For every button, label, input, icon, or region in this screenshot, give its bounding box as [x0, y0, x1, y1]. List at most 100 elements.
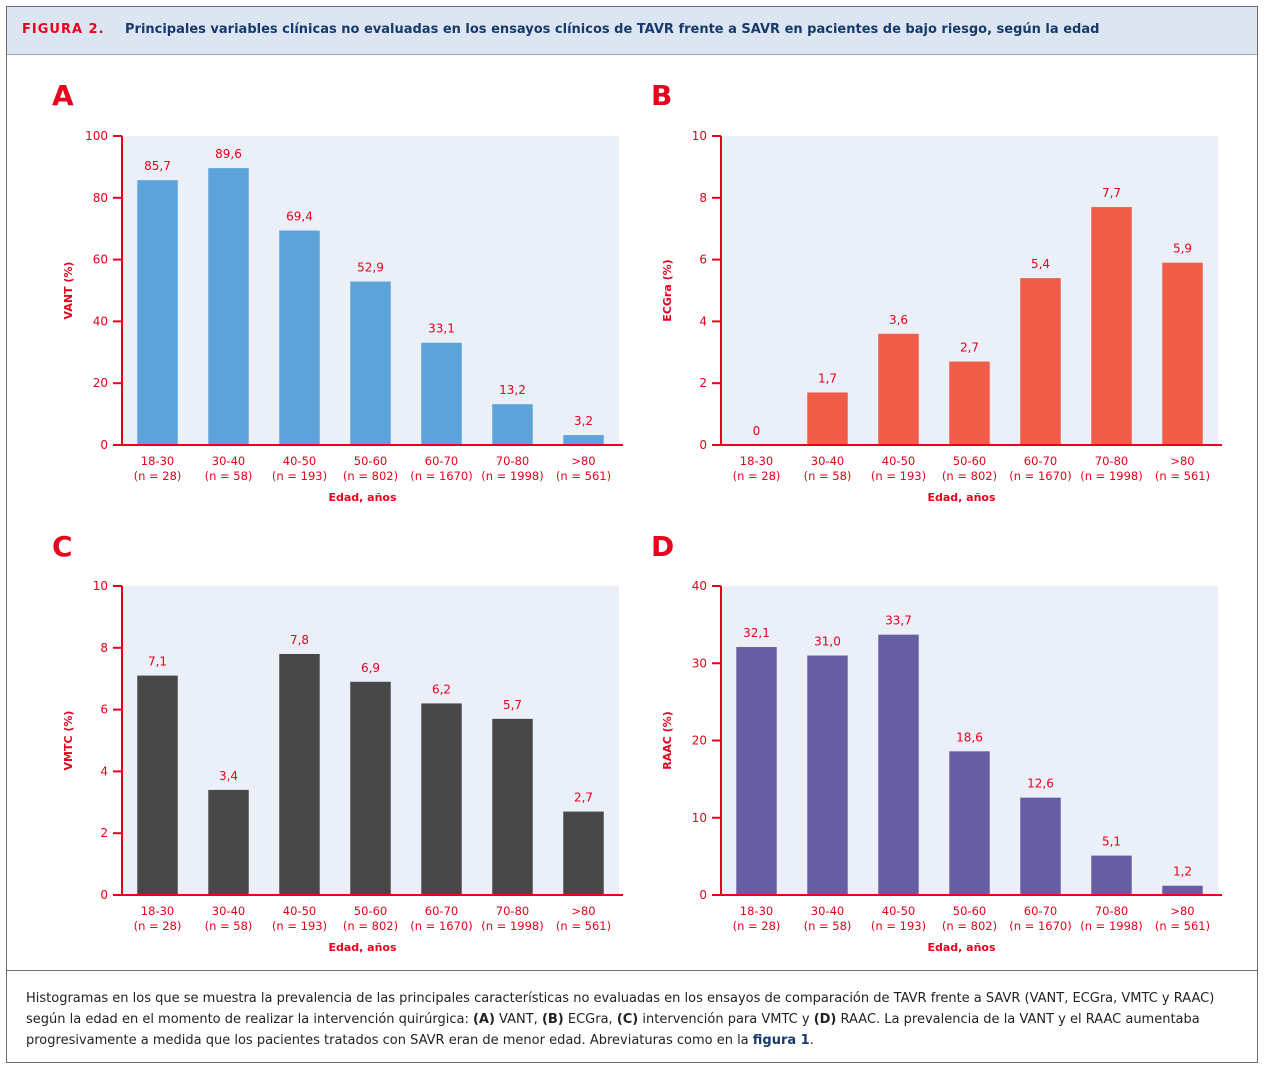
- bar-b-6: [1162, 263, 1202, 445]
- caption-divider: [7, 970, 1257, 971]
- x-axis-title-b: Edad, años: [927, 491, 996, 504]
- category-n-a-5: (n = 1998): [481, 469, 543, 483]
- value-label-d-2: 33,7: [885, 614, 912, 628]
- category-n-a-0: (n = 28): [134, 469, 182, 483]
- category-n-a-6: (n = 561): [556, 469, 611, 483]
- y-tick-label-d-3: 30: [692, 656, 707, 670]
- y-tick-label-b-0: 0: [699, 438, 707, 452]
- bar-c-0: [137, 676, 177, 895]
- category-n-b-2: (n = 193): [871, 469, 926, 483]
- category-label-d-0: 18-30: [740, 904, 773, 918]
- category-n-d-4: (n = 1670): [1009, 919, 1071, 933]
- bar-d-1: [807, 656, 847, 895]
- category-label-a-2: 40-50: [283, 454, 316, 468]
- value-label-d-6: 1,2: [1173, 865, 1192, 879]
- y-tick-label-d-2: 20: [692, 734, 707, 748]
- x-axis-title-c: Edad, años: [328, 941, 397, 954]
- bar-d-0: [736, 647, 776, 895]
- category-n-b-5: (n = 1998): [1080, 469, 1142, 483]
- category-label-a-3: 50-60: [354, 454, 387, 468]
- y-tick-label-c-2: 4: [100, 764, 108, 778]
- value-label-d-3: 18,6: [956, 730, 983, 744]
- category-label-a-6: >80: [571, 454, 595, 468]
- category-label-a-5: 70-80: [496, 454, 529, 468]
- bar-d-4: [1020, 798, 1060, 895]
- value-label-d-4: 12,6: [1027, 777, 1054, 791]
- category-n-a-2: (n = 193): [272, 469, 327, 483]
- category-label-d-1: 30-40: [811, 904, 844, 918]
- bar-d-2: [878, 635, 918, 895]
- caption-label-d: (D): [814, 1012, 837, 1027]
- category-n-c-6: (n = 561): [556, 919, 611, 933]
- y-axis-title-c: VMTC (%): [62, 711, 75, 771]
- value-label-d-1: 31,0: [814, 635, 841, 649]
- value-label-b-5: 7,7: [1102, 186, 1121, 200]
- bar-a-4: [421, 343, 461, 445]
- y-tick-label-a-0: 0: [100, 438, 108, 452]
- charts-canvas: 85,718-30(n = 28)89,630-40(n = 58)69,440…: [7, 7, 1257, 967]
- category-n-d-3: (n = 802): [942, 919, 997, 933]
- category-label-a-4: 60-70: [425, 454, 458, 468]
- category-label-d-6: >80: [1170, 904, 1194, 918]
- y-tick-label-b-4: 8: [699, 191, 707, 205]
- value-label-a-6: 3,2: [574, 414, 593, 428]
- y-tick-label-c-3: 6: [100, 703, 108, 717]
- value-label-a-5: 13,2: [499, 383, 526, 397]
- category-label-c-4: 60-70: [425, 904, 458, 918]
- bar-d-5: [1091, 856, 1131, 895]
- category-label-b-1: 30-40: [811, 454, 844, 468]
- value-label-a-1: 89,6: [215, 147, 242, 161]
- y-tick-label-a-3: 60: [93, 253, 108, 267]
- category-label-b-4: 60-70: [1024, 454, 1057, 468]
- bar-a-3: [350, 282, 390, 445]
- category-n-b-1: (n = 58): [804, 469, 852, 483]
- category-n-b-3: (n = 802): [942, 469, 997, 483]
- y-axis-title-b: ECGra (%): [661, 259, 674, 321]
- y-tick-label-b-5: 10: [692, 129, 707, 143]
- bar-b-1: [807, 392, 847, 445]
- value-label-a-4: 33,1: [428, 322, 455, 336]
- category-label-b-3: 50-60: [953, 454, 986, 468]
- value-label-d-0: 32,1: [743, 626, 770, 640]
- category-label-a-0: 18-30: [141, 454, 174, 468]
- category-n-a-3: (n = 802): [343, 469, 398, 483]
- y-tick-label-d-1: 10: [692, 811, 707, 825]
- figure-1-link[interactable]: figura 1: [753, 1033, 810, 1048]
- bar-d-6: [1162, 886, 1202, 895]
- category-n-b-6: (n = 561): [1155, 469, 1210, 483]
- value-label-b-3: 2,7: [960, 341, 979, 355]
- category-n-d-0: (n = 28): [733, 919, 781, 933]
- category-label-d-2: 40-50: [882, 904, 915, 918]
- category-label-c-3: 50-60: [354, 904, 387, 918]
- category-label-b-0: 18-30: [740, 454, 773, 468]
- category-label-a-1: 30-40: [212, 454, 245, 468]
- figure-caption: Histogramas en los que se muestra la pre…: [26, 988, 1251, 1051]
- category-n-d-6: (n = 561): [1155, 919, 1210, 933]
- category-n-c-5: (n = 1998): [481, 919, 543, 933]
- caption-text-4: intervención para VMTC y: [638, 1012, 813, 1027]
- category-n-c-3: (n = 802): [343, 919, 398, 933]
- value-label-d-5: 5,1: [1102, 835, 1121, 849]
- bar-a-2: [279, 231, 319, 445]
- x-axis-title-d: Edad, años: [927, 941, 996, 954]
- y-axis-title-d: RAAC (%): [661, 711, 674, 769]
- y-tick-label-c-1: 2: [100, 826, 108, 840]
- category-label-d-3: 50-60: [953, 904, 986, 918]
- category-n-a-1: (n = 58): [205, 469, 253, 483]
- bar-b-4: [1020, 278, 1060, 445]
- category-label-b-6: >80: [1170, 454, 1194, 468]
- category-n-b-0: (n = 28): [733, 469, 781, 483]
- y-tick-label-c-4: 8: [100, 641, 108, 655]
- value-label-a-3: 52,9: [357, 261, 384, 275]
- value-label-b-2: 3,6: [889, 313, 908, 327]
- category-n-c-4: (n = 1670): [410, 919, 472, 933]
- value-label-b-1: 1,7: [818, 371, 837, 385]
- category-n-a-4: (n = 1670): [410, 469, 472, 483]
- category-n-b-4: (n = 1670): [1009, 469, 1071, 483]
- value-label-a-2: 69,4: [286, 210, 313, 224]
- category-n-c-1: (n = 58): [205, 919, 253, 933]
- bar-a-1: [208, 168, 248, 445]
- category-n-c-0: (n = 28): [134, 919, 182, 933]
- y-tick-label-b-3: 6: [699, 253, 707, 267]
- caption-label-b: (B): [542, 1012, 564, 1027]
